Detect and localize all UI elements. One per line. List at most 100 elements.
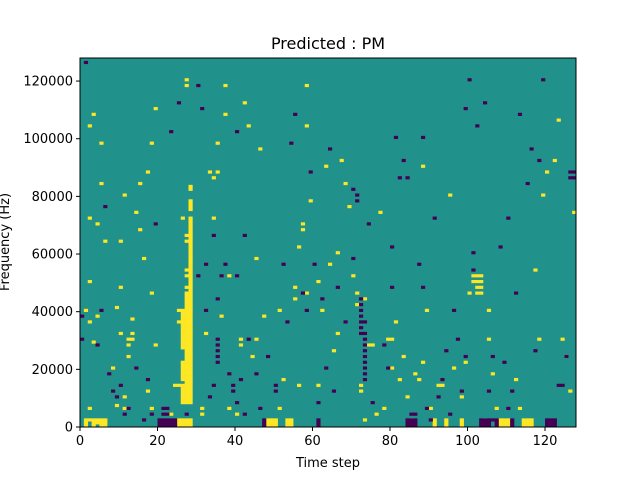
heatmap-cell-negative — [568, 170, 573, 174]
heatmap-cell-positive — [184, 311, 189, 315]
heatmap-cell-positive — [227, 274, 232, 278]
heatmap-cell-positive — [188, 274, 193, 278]
heatmap-cell-negative — [483, 424, 488, 428]
heatmap-cell-positive — [188, 349, 193, 353]
heatmap-cell-negative — [537, 158, 542, 163]
heatmap-cell-positive — [180, 317, 185, 321]
heatmap-cell-positive — [324, 164, 329, 168]
heatmap-cell-positive — [114, 403, 120, 408]
heatmap-cell-positive — [428, 406, 433, 410]
heatmap-cell-negative — [262, 424, 267, 428]
heatmap-cell-positive — [188, 291, 193, 295]
heatmap-cell-negative — [328, 147, 333, 151]
heatmap-cell-positive — [180, 328, 185, 333]
heatmap-cell-negative — [494, 418, 499, 422]
heatmap-cell-positive — [188, 225, 193, 229]
heatmap-cell-positive — [421, 360, 426, 364]
heatmap-cell-positive — [277, 308, 282, 312]
heatmap-cell-positive — [188, 320, 193, 324]
heatmap-cell-positive — [188, 308, 193, 312]
heatmap-cell-negative — [293, 112, 298, 116]
heatmap-cell-negative — [173, 418, 178, 422]
heatmap-cell-positive — [525, 418, 530, 422]
heatmap-cell-negative — [215, 297, 220, 301]
heatmap-cell-positive — [184, 291, 189, 295]
heatmap-cell-positive — [87, 418, 92, 422]
heatmap-cell-positive — [184, 274, 189, 278]
heatmap-cell-positive — [173, 383, 178, 387]
heatmap-cell-positive — [475, 285, 480, 289]
y-tick-label: 120000 — [23, 75, 73, 90]
heatmap-cell-positive — [114, 305, 120, 310]
heatmap-cell-positive — [405, 395, 410, 399]
heatmap-cell-positive — [246, 124, 251, 128]
heatmap-cell-positive — [188, 314, 193, 318]
heatmap-cell-positive — [266, 418, 271, 422]
heatmap-cell-positive — [188, 389, 193, 393]
heatmap-cell-positive — [188, 328, 193, 333]
heatmap-cell-positive — [529, 424, 534, 428]
heatmap-cell-positive — [83, 308, 89, 312]
x-tick-label: 20 — [149, 434, 166, 449]
heatmap-cell-positive — [568, 389, 573, 393]
heatmap-cell-positive — [448, 193, 453, 197]
heatmap-cell-negative — [421, 285, 426, 289]
heatmap-cell-positive — [552, 158, 557, 163]
heatmap-cell-negative — [196, 274, 201, 278]
heatmap-cell-positive — [126, 343, 131, 347]
heatmap-cell-negative — [463, 354, 468, 359]
heatmap-cell-positive — [180, 331, 185, 336]
heatmap-cell-positive — [188, 187, 193, 191]
heatmap-cell-positive — [188, 323, 193, 327]
heatmap-cell-positive — [494, 406, 499, 410]
heatmap-cell-positive — [479, 274, 484, 278]
heatmap-cell-negative — [362, 331, 368, 336]
heatmap-cell-positive — [188, 184, 193, 189]
heatmap-cell-positive — [122, 193, 127, 197]
heatmap-cell-negative — [173, 421, 178, 425]
heatmap-cell-negative — [169, 424, 174, 428]
heatmap-cell-negative — [525, 181, 530, 186]
heatmap-cell-positive — [103, 421, 108, 425]
heatmap-cell-positive — [180, 311, 185, 315]
heatmap-cell-positive — [188, 251, 193, 255]
heatmap-cell-positive — [180, 314, 185, 318]
heatmap-cell-negative — [258, 406, 263, 410]
heatmap-cell-negative — [242, 233, 247, 238]
heatmap-cell-negative — [359, 320, 364, 324]
heatmap-cell-negative — [529, 147, 534, 151]
heatmap-cell-negative — [111, 389, 116, 393]
heatmap-cell-positive — [242, 101, 247, 105]
heatmap-cell-positive — [122, 395, 127, 399]
heatmap-cell-negative — [343, 320, 348, 324]
heatmap-cell-positive — [459, 418, 464, 422]
heatmap-cell-positive — [297, 383, 302, 387]
heatmap-cell-positive — [479, 285, 484, 289]
heatmap-cell-positive — [176, 308, 182, 312]
heatmap-cell-positive — [521, 421, 526, 425]
heatmap-cell-negative — [308, 170, 313, 174]
heatmap-cell-positive — [269, 421, 275, 425]
heatmap-cell-positive — [87, 124, 92, 128]
heatmap-cell-positive — [180, 398, 185, 402]
heatmap-cell-negative — [362, 320, 368, 324]
heatmap-cell-positive — [184, 314, 189, 318]
heatmap-cell-positive — [238, 343, 244, 347]
heatmap-cell-positive — [176, 424, 182, 428]
heatmap-cell-negative — [498, 245, 503, 249]
heatmap-cell-positive — [188, 357, 193, 361]
heatmap-cell-negative — [331, 389, 337, 393]
heatmap-cell-positive — [188, 259, 193, 263]
heatmap-cell-positive — [444, 424, 449, 428]
heatmap-cell-positive — [188, 398, 193, 402]
heatmap-cell-negative — [486, 424, 492, 428]
heatmap-cell-positive — [103, 418, 108, 422]
heatmap-cell-positive — [537, 337, 542, 341]
heatmap-cell-positive — [486, 337, 492, 341]
heatmap-cell-positive — [95, 314, 100, 318]
heatmap-cell-positive — [529, 418, 534, 422]
heatmap-cell-positive — [180, 363, 185, 367]
heatmap-cell-positive — [432, 418, 437, 422]
heatmap-cell-positive — [103, 424, 108, 428]
